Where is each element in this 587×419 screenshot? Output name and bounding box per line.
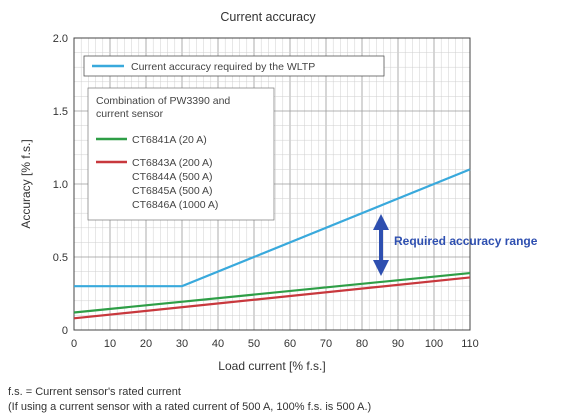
x-tick-label: 110 xyxy=(461,338,479,350)
series-line-ct6841a xyxy=(73,271,471,314)
legend: Current accuracy required by the WLTP Co… xyxy=(83,55,385,221)
x-tick-label: 60 xyxy=(284,338,296,350)
x-axis-label: Load current [% f.s.] xyxy=(218,359,325,373)
x-tick-label: 30 xyxy=(176,338,188,350)
range-arrow-head-up xyxy=(373,214,389,230)
legend-top-box xyxy=(83,55,385,77)
series xyxy=(73,168,471,320)
legend-label-ct6841a: CT6841A (20 A) xyxy=(132,134,207,146)
x-tick-label: 10 xyxy=(104,338,116,350)
chart-title: Current accuracy xyxy=(220,10,316,24)
x-tick-label: 20 xyxy=(140,338,152,350)
x-tick-label: 80 xyxy=(356,338,368,350)
legend-group-title-2: current sensor xyxy=(96,108,164,120)
y-tick-label: 0.5 xyxy=(53,252,68,264)
series-line-ct6843a xyxy=(73,276,471,320)
y-ticks: 0 0.5 1.0 1.5 2.0 xyxy=(53,33,68,337)
legend-label-wltp: Current accuracy required by the WLTP xyxy=(131,61,315,73)
x-ticks: 0 10 20 30 40 50 60 70 80 90 100 110 xyxy=(71,338,479,350)
range-arrow-head-down xyxy=(373,260,389,276)
legend-label-ct6845a: CT6845A (500 A) xyxy=(132,185,213,197)
x-tick-label: 90 xyxy=(392,338,404,350)
legend-group-box xyxy=(87,87,275,221)
y-tick-label: 1.5 xyxy=(53,106,68,118)
x-tick-label: 50 xyxy=(248,338,260,350)
y-tick-label: 0 xyxy=(62,325,68,337)
x-tick-label: 70 xyxy=(320,338,332,350)
footnote-line-1: f.s. = Current sensor's rated current xyxy=(8,386,181,398)
y-tick-label: 2.0 xyxy=(53,33,68,45)
footnote-line-2: (If using a current sensor with a rated … xyxy=(8,401,372,413)
x-tick-label: 40 xyxy=(212,338,224,350)
legend-group-title-1: Combination of PW3390 and xyxy=(96,95,230,107)
required-range-annotation: Required accuracy range xyxy=(373,214,538,276)
y-axis-label: Accuracy [% f.s.] xyxy=(19,139,33,228)
x-tick-label: 100 xyxy=(425,338,443,350)
plot-frame xyxy=(73,37,471,331)
legend-label-ct6846a: CT6846A (1000 A) xyxy=(132,199,218,211)
series-line-wltp xyxy=(74,168,471,288)
range-annotation-label: Required accuracy range xyxy=(394,234,538,248)
legend-label-ct6843a: CT6843A (200 A) xyxy=(132,157,213,169)
x-tick-label: 0 xyxy=(71,338,77,350)
legend-label-ct6844a: CT6844A (500 A) xyxy=(132,171,213,183)
y-tick-label: 1.0 xyxy=(53,179,68,191)
